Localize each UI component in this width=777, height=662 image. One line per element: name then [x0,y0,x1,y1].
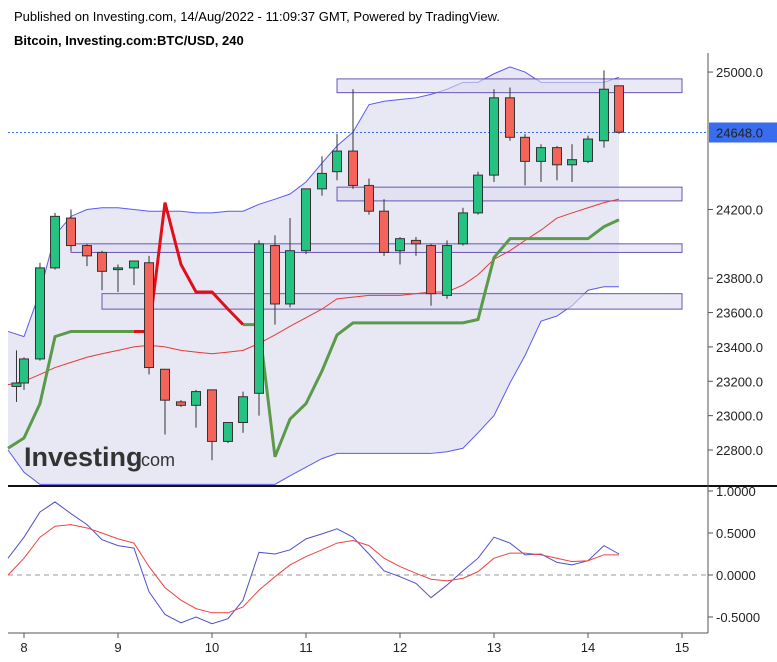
band-upper-line [7,66,620,338]
candle-body [316,172,327,190]
time-tick-label: 10 [205,640,219,655]
investing-logo: Investing .com [24,442,175,472]
price-tick-label: 23200.0 [716,374,763,389]
osc-tick-label: 0.5000 [716,526,756,541]
candle-body [614,85,625,133]
ma-red-line [7,198,620,386]
candle-body [66,217,76,247]
candle-body [504,97,515,138]
candle-body [19,358,29,384]
candle-body [348,150,358,186]
candle-body [551,147,562,166]
time-tick-label: 13 [487,640,501,655]
oscillator-lines [7,501,620,625]
oscillator-axis: 1.0000 0.5000 0.0000 -0.5000 [708,484,760,625]
candle-body [598,88,609,142]
price-zone-1 [336,186,683,202]
candle-body [160,368,170,401]
time-tick-label: 8 [20,640,27,655]
candle-body [222,422,233,442]
candle-body [97,251,108,272]
last-price-value: 24648.0 [716,126,763,141]
candle-body [379,210,390,253]
oscillator-series-1 [7,524,620,614]
candle-body [238,396,249,424]
candlesticks [11,70,625,461]
candle-body [254,243,264,394]
candle-body [583,138,593,162]
price-tick-label: 23800.0 [716,271,763,286]
time-tick-label: 14 [581,640,595,655]
candle-body [301,188,311,252]
candle-body [207,389,217,442]
logo-suffix: .com [136,450,175,470]
logo-main: Investing [24,442,143,472]
price-tick-label: 23400.0 [716,340,763,355]
candle-body [426,245,437,295]
price-tick-label: 23600.0 [716,306,763,321]
time-tick-label: 15 [675,640,689,655]
candle-body [175,401,186,406]
chart-symbol-title: Bitcoin, Investing.com:BTC/USD, 240 [14,33,244,48]
price-zone-2 [70,243,683,253]
osc-tick-label: 0.0000 [716,568,756,583]
time-axis: 8 9 10 11 12 13 14 15 [20,633,689,655]
candle-body [395,238,405,252]
candle-body [442,245,452,296]
candle-body [410,239,421,245]
last-price-label: 24648.0 [709,122,777,143]
candle-body [363,184,374,212]
osc-tick-label: 1.0000 [716,484,756,499]
price-zone-3 [101,293,683,310]
ma-green-line-right [243,218,620,458]
candle-body [489,97,499,176]
candle-body [536,147,546,162]
candle-body [11,382,22,387]
time-tick-label: 11 [299,640,313,655]
oscillator-panel [7,501,708,625]
candle-body [473,174,484,214]
price-axis: 22800.0 23000.0 23200.0 23400.0 23600.0 23800… [708,65,763,458]
price-tick-label: 24200.0 [716,202,763,217]
candle-body [144,262,155,369]
candle-body [520,136,531,162]
published-caption: Published on Investing.com, 14/Aug/2022 … [14,9,500,24]
candle-body [332,150,343,173]
candle-body [269,245,280,305]
candle-body [457,212,468,245]
candle-body [34,267,45,360]
time-tick-label: 9 [114,640,121,655]
osc-tick-label: -0.5000 [716,610,760,625]
candle-body [191,391,202,406]
price-tick-label: 25000.0 [716,65,763,80]
price-tick-label: 23000.0 [716,409,763,424]
price-tick-label: 22800.0 [716,443,763,458]
main-panel: Investing .com [7,53,708,486]
last-price-box [709,122,777,143]
oscillator-series-0 [7,501,620,625]
candle-body [285,250,296,305]
ma-green-line-left [7,329,134,450]
time-tick-label: 12 [393,640,407,655]
candle-body [81,245,92,257]
band-lower-line [7,286,620,485]
candle-body [50,215,61,269]
candle-body [567,159,578,166]
candle-body [113,267,123,271]
candle-body [128,260,139,269]
